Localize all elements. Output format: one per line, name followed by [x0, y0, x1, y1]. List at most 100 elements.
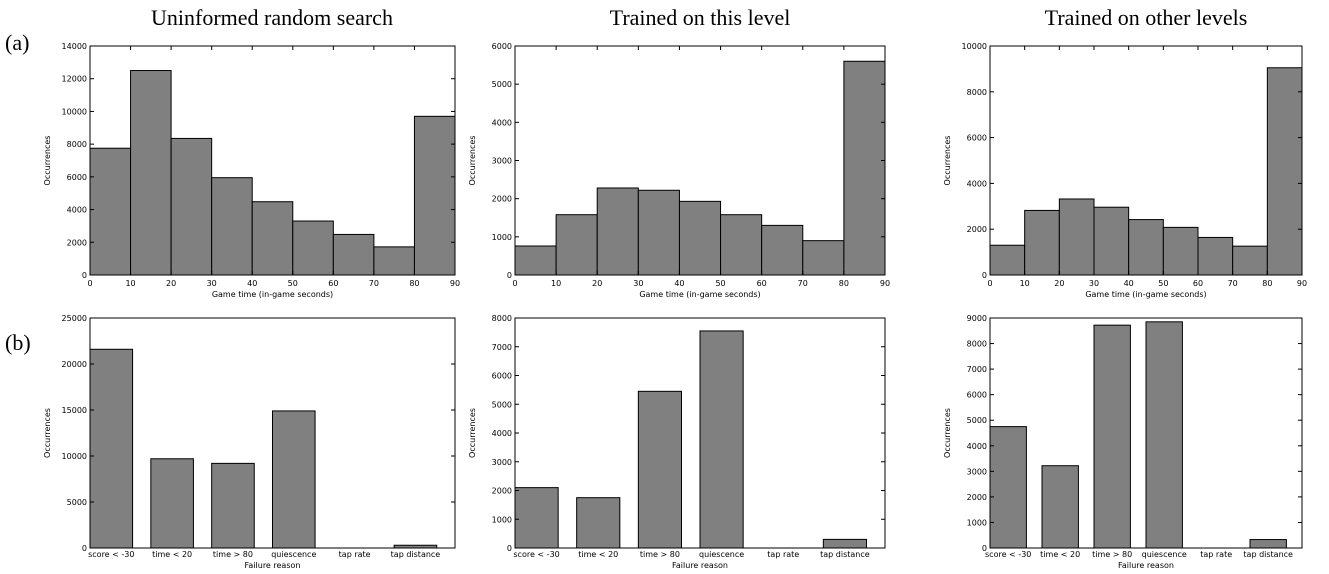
y-tick-label: 10000: [962, 42, 987, 51]
y-tick-label: 20000: [62, 360, 87, 369]
x-tick-label: tap distance: [1243, 550, 1293, 559]
x-tick-label: 10: [1020, 279, 1030, 288]
x-tick-label: 20: [166, 279, 176, 288]
y-tick-label: 6000: [967, 391, 987, 400]
bar: [514, 487, 559, 549]
axes-frame: [89, 45, 456, 276]
axes-frame: [89, 317, 456, 549]
y-tick-label: 2000: [67, 238, 87, 247]
y-tick-label: 12000: [62, 75, 87, 84]
x-axis-label: Game time (in-game seconds): [212, 290, 333, 299]
x-tick-label: time > 80: [213, 550, 253, 559]
y-tick-label: 0: [982, 271, 987, 280]
x-tick-label: 50: [715, 279, 725, 288]
x-tick-label: 0: [987, 279, 992, 288]
x-tick-label: tap rate: [767, 550, 799, 559]
x-tick-label: tap distance: [820, 550, 870, 559]
x-tick-label: 30: [1089, 279, 1099, 288]
x-tick-label: score < -30: [88, 550, 134, 559]
bar: [272, 410, 316, 549]
x-axis-label: Game time (in-game seconds): [1085, 290, 1206, 299]
y-tick-label: 0: [982, 544, 987, 553]
x-tick-label: tap distance: [391, 550, 441, 559]
histogram-bar: [843, 60, 886, 276]
x-tick-label: time > 80: [1092, 550, 1132, 559]
histogram-bar: [170, 137, 213, 276]
y-tick-label: 1000: [967, 518, 987, 527]
histogram-bar: [596, 187, 639, 276]
x-tick-label: 10: [125, 279, 135, 288]
histogram-bar: [1162, 226, 1199, 276]
histogram-bar: [373, 246, 415, 276]
y-axis-label: Occurrences: [943, 408, 952, 458]
column-title: Trained on other levels: [1045, 5, 1248, 30]
y-tick-label: 8000: [67, 140, 87, 149]
histogram-bar: [332, 233, 375, 276]
y-tick-label: 10000: [62, 107, 87, 116]
histogram-bar: [637, 189, 680, 276]
x-tick-label: 50: [288, 279, 298, 288]
bar: [1093, 324, 1131, 549]
bar: [1249, 539, 1287, 549]
x-axis-label: Failure reason: [1118, 561, 1174, 570]
bar: [989, 426, 1027, 549]
x-tick-label: 70: [1228, 279, 1238, 288]
x-tick-label: time < 20: [1040, 550, 1080, 559]
histogram-bar: [89, 147, 132, 276]
y-tick-label: 4000: [967, 179, 987, 188]
y-tick-label: 0: [82, 544, 87, 553]
histogram-bar: [1128, 219, 1164, 276]
x-tick-label: time < 20: [578, 550, 618, 559]
x-tick-label: 80: [839, 279, 849, 288]
x-tick-label: 30: [207, 279, 217, 288]
x-axis-label: Failure reason: [245, 561, 301, 570]
x-tick-label: 0: [512, 279, 517, 288]
y-tick-label: 1000: [492, 515, 512, 524]
x-tick-label: 80: [1262, 279, 1272, 288]
y-tick-label: 2000: [967, 225, 987, 234]
bar: [1041, 465, 1079, 549]
y-tick-label: 2000: [492, 487, 512, 496]
x-tick-label: 90: [450, 279, 460, 288]
bar: [576, 497, 621, 549]
y-tick-label: 8000: [967, 340, 987, 349]
x-tick-label: 40: [1124, 279, 1134, 288]
y-axis-label: Occurrences: [468, 408, 477, 458]
axes-frame: [989, 45, 1303, 276]
x-tick-label: time < 20: [152, 550, 192, 559]
y-tick-label: 9000: [967, 314, 987, 323]
bar: [699, 330, 744, 549]
x-tick-label: 90: [880, 279, 890, 288]
x-tick-label: 60: [328, 279, 338, 288]
y-tick-label: 6000: [67, 173, 87, 182]
histogram-bar: [130, 70, 172, 276]
y-tick-label: 25000: [62, 314, 87, 323]
y-tick-label: 5000: [492, 80, 512, 89]
x-tick-label: 70: [798, 279, 808, 288]
row-label: (a): [5, 30, 29, 55]
histogram-bar: [514, 245, 557, 276]
x-tick-label: 40: [674, 279, 684, 288]
y-tick-label: 0: [82, 271, 87, 280]
x-tick-label: 50: [1158, 279, 1168, 288]
y-axis-label: Occurrences: [943, 136, 952, 186]
y-tick-label: 4000: [492, 118, 512, 127]
y-axis-label: Occurrences: [468, 136, 477, 186]
y-tick-label: 1000: [492, 233, 512, 242]
histogram-bar: [1197, 236, 1234, 276]
histogram-bar: [1266, 67, 1303, 276]
y-tick-label: 15000: [62, 406, 87, 415]
y-tick-label: 14000: [62, 42, 87, 51]
x-tick-label: quiescence: [699, 550, 744, 559]
x-tick-label: 10: [551, 279, 561, 288]
x-tick-label: score < -30: [985, 550, 1031, 559]
x-tick-label: 80: [409, 279, 419, 288]
y-tick-label: 5000: [67, 498, 87, 507]
x-tick-label: 20: [592, 279, 602, 288]
axes-frame: [989, 317, 1303, 549]
bar: [822, 538, 867, 549]
x-tick-label: tap rate: [1200, 550, 1232, 559]
y-tick-label: 3000: [967, 467, 987, 476]
y-tick-label: 3000: [492, 458, 512, 467]
histogram-bar: [720, 214, 763, 276]
